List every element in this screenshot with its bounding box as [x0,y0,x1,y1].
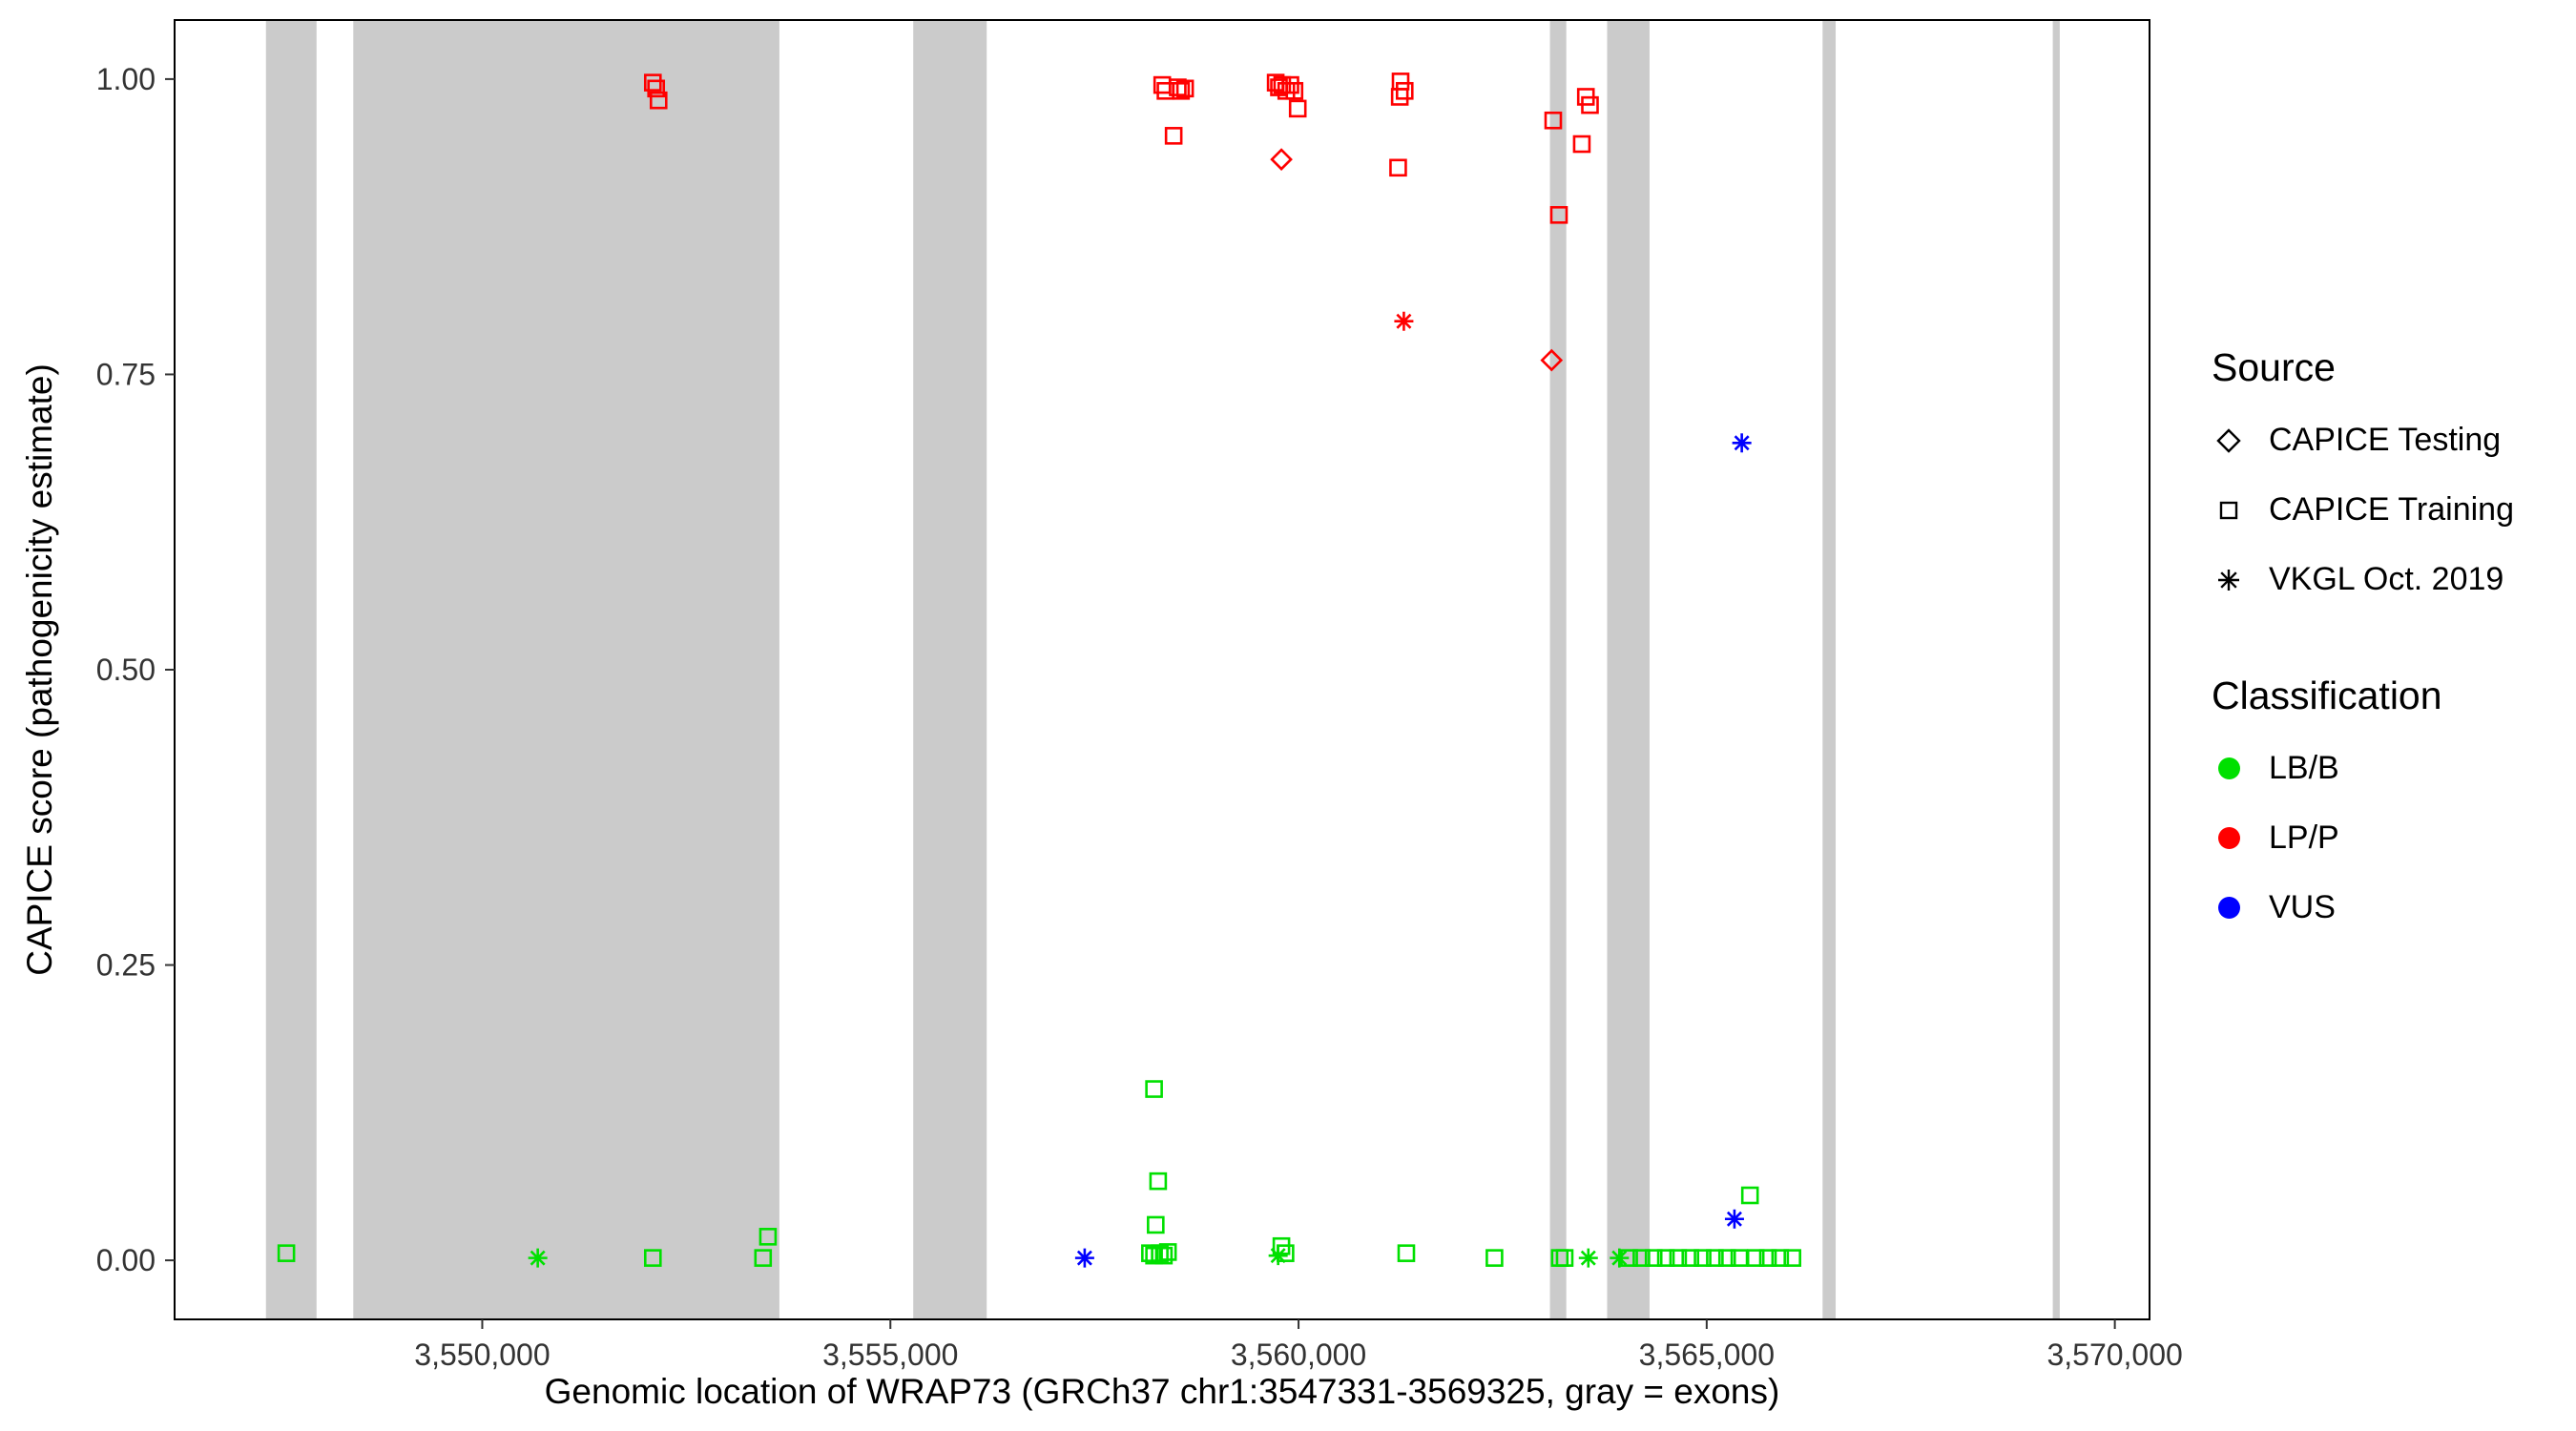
data-point-square [643,73,662,92]
data-point-asterisk [1270,1248,1286,1264]
vus-color-dot [2217,897,2240,919]
x-tick-label: 3,550,000 [414,1338,550,1372]
data-point-asterisk [1580,1250,1596,1266]
data-point-square [643,1249,662,1267]
data-point-asterisk [1726,1211,1742,1227]
data-point-square [1783,1249,1801,1267]
exon-band [1607,20,1650,1319]
asterisk-icon [2212,563,2246,597]
exon-band [353,20,779,1319]
legend-label: VKGL Oct. 2019 [2269,561,2504,597]
legend-item-capice-training: CAPICE Training [2212,475,2574,545]
legend-item-capice-testing: CAPICE Testing [2212,405,2574,475]
y-tick-label: 0.00 [96,1243,156,1277]
data-point-square [1141,1244,1159,1262]
data-point-square [1175,79,1195,98]
exon-band [913,20,987,1319]
data-point-square [1544,111,1563,130]
lpp-color-dot [2217,827,2240,849]
data-point-square [1717,1249,1736,1267]
data-point-square [1572,135,1591,154]
data-point-square [1706,1249,1724,1267]
x-tick-label: 3,555,000 [822,1338,958,1372]
data-point-square [1147,1215,1165,1234]
legend-label: LP/P [2269,819,2339,856]
x-tick-label: 3,570,000 [2046,1338,2182,1372]
x-tick-label: 3,565,000 [1639,1338,1775,1372]
data-point-square [1285,81,1304,100]
x-axis-title: Genomic location of WRAP73 (GRCh37 chr1:… [544,1372,1780,1411]
legend-item-lpp: LP/P [2212,803,2574,873]
data-point-square [649,91,668,110]
data-point-square [1281,75,1299,94]
y-tick-label: 0.25 [96,948,156,983]
data-point-square [1395,81,1414,100]
data-point-square [1158,1243,1177,1261]
data-point-square [1669,1249,1688,1267]
y-tick-label: 1.00 [96,62,156,96]
y-tick-label: 0.75 [96,357,156,391]
data-point-square [1632,1249,1651,1267]
data-point-square [1172,81,1191,100]
data-point-square [1581,95,1599,114]
data-point-square [1397,1244,1416,1262]
data-point-square [754,1249,773,1267]
data-point-square [1145,1246,1163,1265]
legend-item-lbb: LB/B [2212,734,2574,803]
legend: Source CAPICE Testing CAPICE Training [2212,345,2574,943]
data-point-square [1149,1172,1168,1191]
legend-title-source: Source [2212,345,2336,389]
x-tick-label: 3,560,000 [1231,1338,1366,1372]
data-point-square [1164,127,1183,145]
data-point-square [1389,158,1407,177]
data-point-square [1740,1186,1759,1205]
data-point-square [1644,1249,1663,1267]
data-point-square [1555,1249,1574,1267]
data-point-asterisk [1611,1250,1628,1266]
data-point-square [1288,99,1307,118]
data-point-square [1485,1249,1504,1267]
legend-item-vus: VUS [2212,873,2574,943]
data-point-square [1391,73,1410,91]
diamond-icon [2212,424,2246,458]
data-point-square [1758,1249,1777,1267]
lbb-color-dot [2217,757,2240,779]
data-point-diamond [1270,148,1293,171]
square-icon [2212,493,2246,528]
data-point-square [758,1228,778,1246]
legend-item-vkgl: VKGL Oct. 2019 [2212,545,2574,614]
data-point-square [1693,1249,1712,1267]
data-point-square [1746,1249,1765,1267]
data-point-square [1681,1249,1700,1267]
legend-label: VUS [2269,889,2336,925]
data-point-square [1549,206,1568,224]
data-point-square [1390,88,1409,106]
data-point-diamond [1540,348,1564,372]
legend-title-classification: Classification [2212,674,2442,717]
exon-band [1822,20,1837,1319]
data-point-square [1771,1249,1790,1267]
data-point-square [1154,1246,1174,1265]
exon-band [2052,20,2060,1319]
y-tick-label: 0.50 [96,653,156,687]
data-point-asterisk [1734,435,1750,451]
legend-label: CAPICE Training [2269,491,2514,528]
y-axis-title: CAPICE score (pathogenicity estimate) [20,363,59,976]
legend-section-source: Source CAPICE Testing CAPICE Training [2212,345,2574,614]
data-point-square [1145,1080,1163,1098]
data-point-asterisk [1396,313,1412,329]
data-point-square [1656,1249,1675,1267]
exon-band [1549,20,1567,1319]
legend-label: CAPICE Testing [2269,422,2502,458]
data-point-square [277,1244,296,1262]
data-point-asterisk [1076,1250,1092,1266]
data-point-asterisk [530,1250,546,1266]
legend-label: LB/B [2269,750,2339,786]
legend-section-classification: Classification LB/B LP/P VUS [2212,674,2574,943]
data-point-square [647,79,666,98]
exon-band [265,20,317,1319]
